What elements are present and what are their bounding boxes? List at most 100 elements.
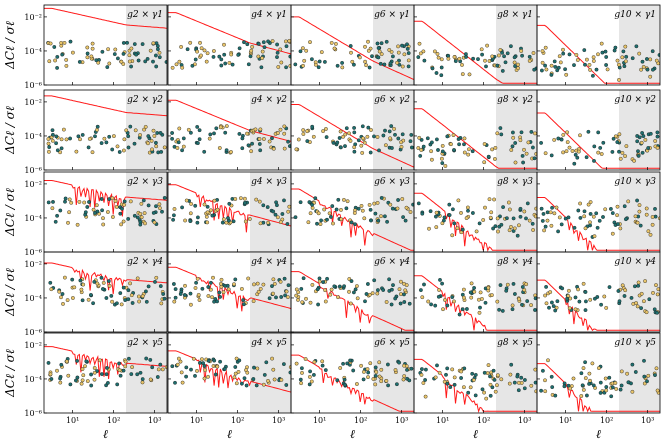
data-point (368, 361, 373, 366)
data-point (464, 55, 468, 59)
data-point (343, 144, 347, 149)
data-point (109, 293, 114, 298)
data-point (122, 199, 127, 204)
data-point (560, 286, 565, 291)
data-point (624, 217, 628, 222)
data-point (285, 295, 290, 299)
panel-label: g4 × γ5 (251, 338, 287, 348)
data-point (645, 379, 649, 384)
data-point (58, 208, 63, 213)
data-point (365, 282, 370, 286)
data-point (170, 136, 175, 141)
data-point (419, 372, 424, 377)
data-point (206, 358, 211, 363)
data-point (232, 282, 236, 287)
data-point (158, 130, 163, 135)
data-point (500, 69, 505, 73)
data-point (351, 368, 356, 373)
data-point (389, 287, 394, 292)
data-point (144, 299, 149, 304)
data-point (623, 154, 627, 159)
data-point (66, 373, 71, 378)
data-point (434, 225, 439, 230)
data-point (529, 383, 534, 388)
data-point (622, 294, 627, 298)
data-point (650, 215, 655, 219)
data-point (372, 134, 376, 139)
data-point (516, 388, 521, 393)
data-point (656, 287, 660, 292)
data-point (80, 298, 85, 303)
data-point (582, 214, 587, 219)
data-point (353, 287, 358, 292)
data-point (379, 195, 384, 200)
data-point (307, 200, 312, 205)
data-point (258, 221, 263, 226)
data-point (549, 223, 554, 228)
data-point (340, 61, 344, 65)
x-tick-label: 10³ (518, 416, 531, 425)
data-point (324, 135, 329, 140)
data-point (151, 59, 155, 64)
panel: g8 × γ2 (413, 89, 538, 171)
data-point (511, 281, 516, 286)
data-point (240, 136, 245, 141)
data-point (366, 125, 371, 130)
data-point (306, 220, 311, 225)
data-point (377, 49, 382, 54)
data-point (510, 144, 515, 149)
theory-curve (44, 346, 167, 379)
theory-curve (414, 108, 537, 169)
data-point (249, 48, 254, 53)
data-point (470, 211, 475, 215)
panel-label: g4 × γ2 (251, 95, 287, 105)
data-point (640, 150, 645, 155)
data-point (286, 139, 290, 144)
data-point (48, 280, 53, 285)
data-point (195, 276, 200, 281)
data-point (630, 389, 635, 394)
panel: g6 × γ1 (290, 4, 415, 86)
data-point (641, 65, 646, 69)
data-point (83, 210, 88, 215)
data-point (651, 290, 655, 295)
data-point (603, 376, 608, 381)
data-point (588, 211, 593, 216)
theory-curve (168, 99, 291, 142)
data-point (100, 208, 105, 213)
data-point (246, 143, 251, 148)
data-point (654, 58, 659, 63)
data-point (581, 366, 586, 370)
data-point (425, 136, 430, 141)
data-point (221, 290, 226, 295)
data-point (284, 65, 288, 70)
data-point (583, 308, 588, 312)
data-point (420, 295, 425, 300)
data-point (509, 224, 513, 229)
data-point (623, 288, 628, 293)
data-point (271, 146, 276, 151)
data-point (100, 49, 105, 54)
data-point (635, 139, 640, 144)
data-point (341, 361, 345, 366)
data-point (153, 140, 158, 145)
data-point (89, 372, 94, 377)
data-point (520, 302, 524, 307)
data-point (361, 136, 365, 141)
data-point (111, 215, 115, 219)
data-point (78, 278, 83, 283)
data-point (143, 125, 148, 129)
data-point (284, 289, 289, 294)
data-point (77, 199, 82, 204)
data-point (447, 213, 452, 218)
data-point (261, 282, 266, 287)
data-point (318, 222, 323, 227)
panel: 10¹ 10² 10³ 10⁻⁶ 10⁻⁴ 10⁻² g2 × γ5 (24, 332, 168, 425)
data-point (408, 210, 413, 214)
data-point (198, 40, 202, 45)
data-point (369, 218, 373, 223)
theory-curve (168, 350, 291, 393)
data-point (506, 200, 511, 205)
data-point (160, 209, 164, 214)
data-point (605, 67, 610, 72)
